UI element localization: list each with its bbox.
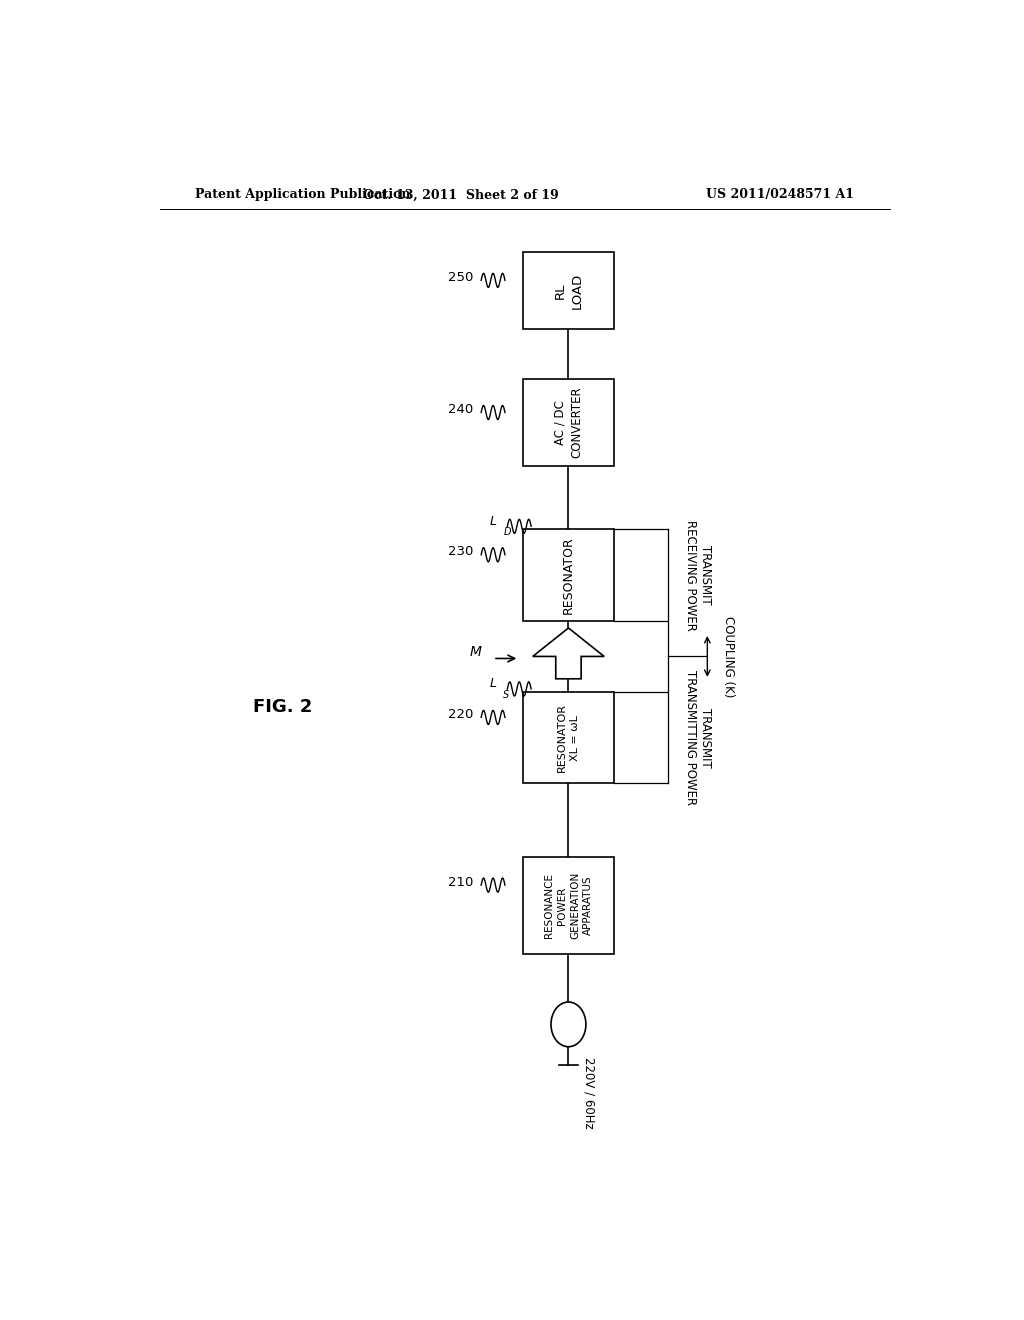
Text: 250: 250: [447, 271, 473, 284]
Text: 220: 220: [447, 708, 473, 721]
Text: FIG. 2: FIG. 2: [253, 698, 312, 717]
Text: US 2011/0248571 A1: US 2011/0248571 A1: [707, 189, 854, 202]
Text: TRANSMIT
RECEIVING POWER: TRANSMIT RECEIVING POWER: [684, 520, 712, 631]
Text: S: S: [504, 690, 510, 700]
Text: Patent Application Publication: Patent Application Publication: [196, 189, 411, 202]
Bar: [523, 692, 614, 784]
Text: RESONATOR
XL = ωL: RESONATOR XL = ωL: [557, 704, 580, 772]
Text: Oct. 13, 2011  Sheet 2 of 19: Oct. 13, 2011 Sheet 2 of 19: [364, 189, 559, 202]
Polygon shape: [532, 628, 604, 678]
Text: RESONATOR: RESONATOR: [562, 536, 574, 614]
Text: D: D: [504, 528, 511, 537]
Bar: [523, 529, 614, 620]
Text: 210: 210: [447, 875, 473, 888]
Bar: [523, 857, 614, 954]
Text: L: L: [490, 515, 497, 528]
Text: TRANSMIT
TRANSMITTING POWER: TRANSMIT TRANSMITTING POWER: [684, 671, 712, 805]
Text: 230: 230: [447, 545, 473, 558]
Text: 240: 240: [447, 403, 473, 416]
Bar: [523, 379, 614, 466]
Text: 220V / 60Hz: 220V / 60Hz: [583, 1057, 596, 1129]
Text: AC / DC
CONVERTER: AC / DC CONVERTER: [553, 387, 584, 458]
Text: RL
LOAD: RL LOAD: [553, 272, 584, 309]
Text: RESONANCE
POWER
GENERATION
APPARATUS: RESONANCE POWER GENERATION APPARATUS: [544, 871, 593, 939]
Text: COUPLING (K): COUPLING (K): [722, 615, 734, 697]
Text: M: M: [469, 645, 481, 660]
Bar: [523, 252, 614, 329]
Text: L: L: [490, 677, 497, 690]
Circle shape: [551, 1002, 586, 1047]
